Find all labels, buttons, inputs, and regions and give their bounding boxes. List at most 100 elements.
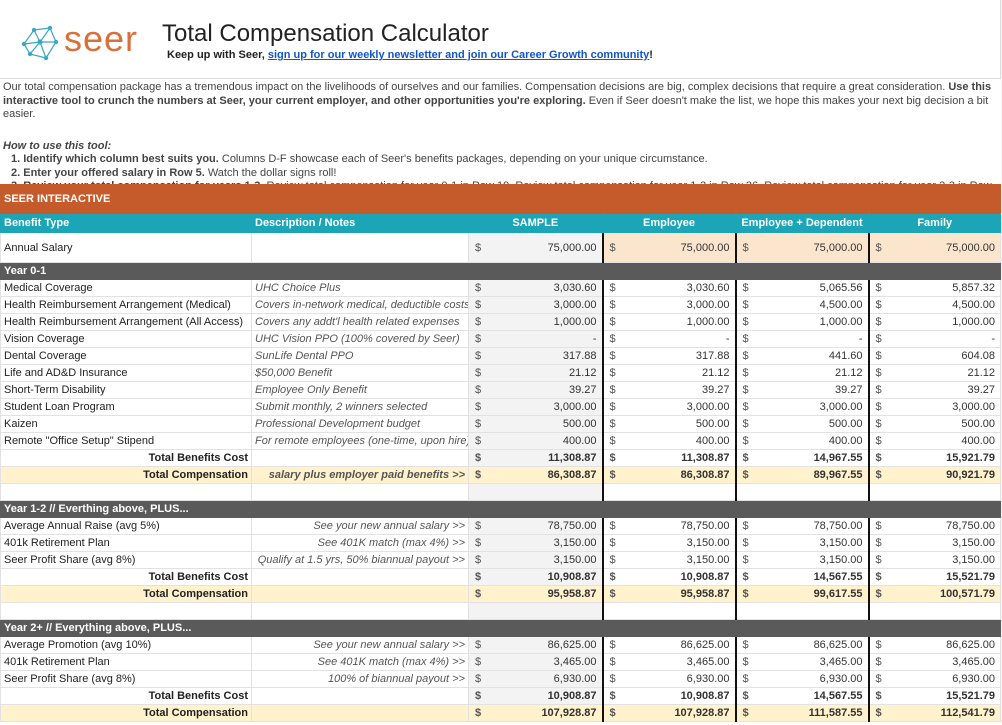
value-cell: $ - [734, 330, 869, 348]
value-cell: $3,150.00 [601, 534, 736, 552]
currency: $ [875, 571, 882, 583]
amount: 15,521.79 [946, 690, 996, 702]
currency: $ [475, 520, 482, 532]
banner-row: SEER INTERACTIVE [0, 184, 1002, 214]
amount: 6,930.00 [686, 673, 730, 685]
value-cell: $86,625.00 [867, 636, 1002, 654]
column-header: Benefit Type [0, 213, 252, 233]
currency: $ [609, 520, 616, 532]
value-cell: $1,000.00 [867, 313, 1002, 331]
amount: 99,617.55 [813, 588, 863, 600]
value-cell: $3,000.00 [867, 398, 1002, 416]
amount: 86,625.00 [946, 639, 996, 651]
item-row: Medical Coverage UHC Choice Plus $3,030.60… [0, 279, 1002, 297]
cell [867, 500, 1002, 518]
value-cell: $21.12 [468, 364, 603, 382]
amount: 75,000.00 [946, 241, 996, 254]
row-label: Kaizen [0, 415, 252, 433]
amount: 3,150.00 [686, 554, 730, 566]
currency: $ [609, 656, 616, 668]
amount: 5,857.32 [952, 282, 996, 294]
amount: 39.27 [701, 384, 730, 396]
currency: $ [475, 639, 482, 651]
value-cell: $317.88 [601, 347, 736, 365]
note: Qualify at 1.5 yrs, 50% biannual payout … [251, 551, 469, 569]
amount: 1,000.00 [819, 316, 863, 328]
currency: $ [875, 673, 882, 685]
value-cell: $86,308.87 [468, 466, 603, 484]
currency: $ [875, 384, 882, 396]
value-cell: $5,857.32 [867, 279, 1002, 297]
value-cell: $95,958.87 [601, 585, 736, 603]
note: UHC Vision PPO (100% covered by Seer) [251, 330, 469, 348]
value-cell: $3,465.00 [468, 653, 603, 671]
currency: $ [875, 418, 882, 430]
amount: 441.60 [828, 350, 863, 362]
currency: $ [609, 571, 616, 583]
currency: $ [609, 418, 616, 430]
total-row: Total Compensation $95,958.87 $95,958.87 $9… [0, 585, 1002, 603]
currency: $ [609, 690, 616, 702]
amount: 14,967.55 [813, 452, 863, 464]
value-cell [468, 483, 603, 501]
currency: $ [609, 401, 616, 413]
amount: 3,000.00 [686, 299, 730, 311]
amount: 107,928.87 [541, 707, 597, 719]
currency: $ [475, 588, 482, 600]
row-label: Life and AD&D Insurance [0, 364, 252, 382]
currency: $ [609, 367, 616, 379]
blank-row [0, 602, 1002, 620]
currency: $ [742, 469, 749, 481]
row-label: Vision Coverage [0, 330, 252, 348]
currency: $ [875, 639, 882, 651]
note [251, 602, 469, 620]
value-cell: $500.00 [468, 415, 603, 433]
tagline-end: ! [649, 49, 653, 61]
item-row: Vision Coverage UHC Vision PPO (100% cove… [0, 330, 1002, 348]
value-cell: $400.00 [601, 432, 736, 450]
value-cell [468, 602, 603, 620]
blank-row [0, 483, 1002, 501]
currency: $ [875, 588, 882, 600]
value-cell: $111,587.55 [734, 704, 869, 722]
currency: $ [875, 316, 882, 328]
amount: 3,000.00 [686, 401, 730, 413]
amount: 4,500.00 [952, 299, 996, 311]
row-label: Average Promotion (avg 10%) [0, 636, 252, 654]
step-bold: 1. Identify which column best suits you. [11, 153, 219, 165]
value-cell: $95,958.87 [468, 585, 603, 603]
currency: $ [475, 707, 482, 719]
cell [601, 262, 736, 280]
amount: 3,030.60 [686, 282, 730, 294]
amount: 400.00 [828, 435, 863, 447]
row-label: Health Reimbursement Arrangement (Medica… [0, 296, 252, 314]
value-cell: $3,000.00 [601, 296, 736, 314]
row-label: Annual Salary [0, 232, 252, 263]
row-label: Total Benefits Cost [0, 568, 252, 586]
value-cell: $6,930.00 [468, 670, 603, 688]
cell [251, 500, 469, 518]
value-cell: $6,930.00 [867, 670, 1002, 688]
currency: $ [742, 401, 749, 413]
note [251, 585, 469, 603]
currency: $ [875, 537, 882, 549]
row-label: Total Benefits Cost [0, 687, 252, 705]
cell [251, 262, 469, 280]
amount: 500.00 [562, 418, 597, 430]
amount: 10,908.87 [680, 571, 730, 583]
value-cell: $10,908.87 [601, 568, 736, 586]
amount: 3,150.00 [819, 554, 863, 566]
intro-text: Our total compensation package has a tre… [3, 81, 949, 93]
currency: $ [609, 350, 616, 362]
currency: $ [875, 435, 882, 447]
value-cell: $1,000.00 [734, 313, 869, 331]
column-header: Description / Notes [251, 213, 469, 233]
row-label: 401k Retirement Plan [0, 534, 252, 552]
currency: $ [609, 316, 616, 328]
value-cell: $6,930.00 [601, 670, 736, 688]
amount: 89,967.55 [813, 469, 863, 481]
cell [468, 619, 603, 637]
value-cell: $89,967.55 [734, 466, 869, 484]
amount: 78,750.00 [813, 520, 863, 532]
newsletter-link[interactable]: sign up for our weekly newsletter and jo… [267, 49, 650, 61]
